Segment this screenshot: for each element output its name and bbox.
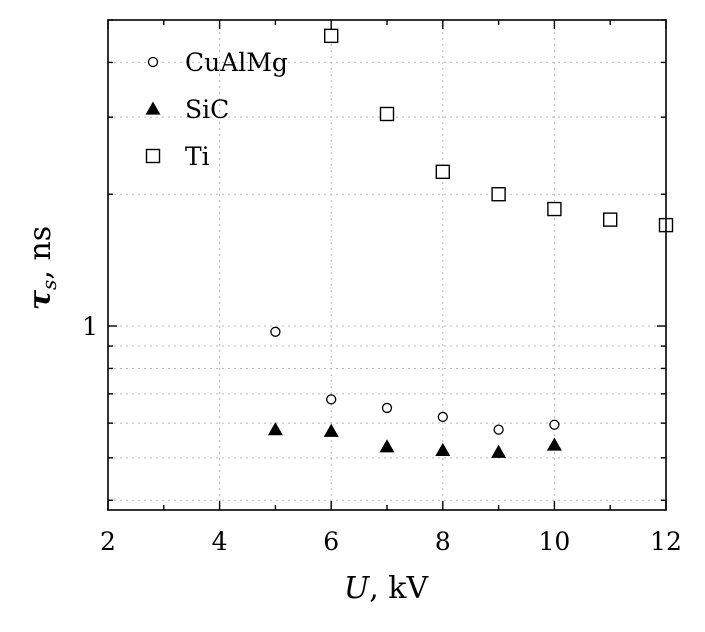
- point-ti: [324, 28, 339, 44]
- x-tick-label: 2: [100, 527, 116, 556]
- x-tick-label: 12: [650, 527, 682, 556]
- data-points: [267, 28, 674, 458]
- series-cualmg: [270, 326, 560, 435]
- x-axis-label: U, kV: [344, 571, 430, 606]
- point-cualmg: [437, 411, 448, 423]
- legend-marker-sic: [145, 101, 161, 115]
- point-ti: [435, 164, 450, 180]
- y-axis-label: τs, ns: [23, 226, 61, 310]
- point-sic: [546, 437, 562, 451]
- point-ti: [491, 187, 506, 202]
- point-sic: [323, 423, 339, 437]
- x-tick-label: 4: [212, 527, 228, 556]
- legend-label: Ti: [185, 142, 210, 171]
- series-ti: [324, 28, 674, 233]
- point-sic: [435, 442, 451, 456]
- grid-layer: [108, 19, 666, 510]
- point-cualmg: [549, 419, 560, 430]
- point-ti: [379, 106, 395, 122]
- y-tick-label: 1: [82, 312, 98, 341]
- point-cualmg: [326, 394, 337, 405]
- x-tick-label: 10: [538, 527, 570, 556]
- series-sic: [267, 422, 562, 458]
- point-cualmg: [493, 424, 504, 435]
- legend-marker-cualmg: [147, 56, 159, 68]
- x-tick-label: 8: [435, 527, 451, 556]
- legend-item-sic: SiC: [145, 95, 229, 124]
- legend-label: SiC: [185, 95, 229, 124]
- point-ti: [547, 201, 562, 217]
- axis-ticks: 2 4 6 8 10 12 1: [82, 19, 682, 556]
- legend-label: CuAlMg: [185, 48, 288, 77]
- point-sic: [267, 422, 283, 436]
- legend-item-ti: Ti: [145, 142, 210, 171]
- point-cualmg: [270, 326, 281, 337]
- legend-marker-ti: [145, 148, 161, 164]
- legend: CuAlMg SiC Ti: [145, 48, 288, 171]
- x-tick-label: 6: [323, 527, 339, 556]
- point-cualmg: [381, 402, 393, 414]
- point-sic: [379, 439, 395, 453]
- plot-frame: [107, 19, 667, 511]
- point-sic: [491, 444, 507, 458]
- point-ti: [603, 212, 618, 227]
- legend-item-cualmg: CuAlMg: [147, 48, 288, 77]
